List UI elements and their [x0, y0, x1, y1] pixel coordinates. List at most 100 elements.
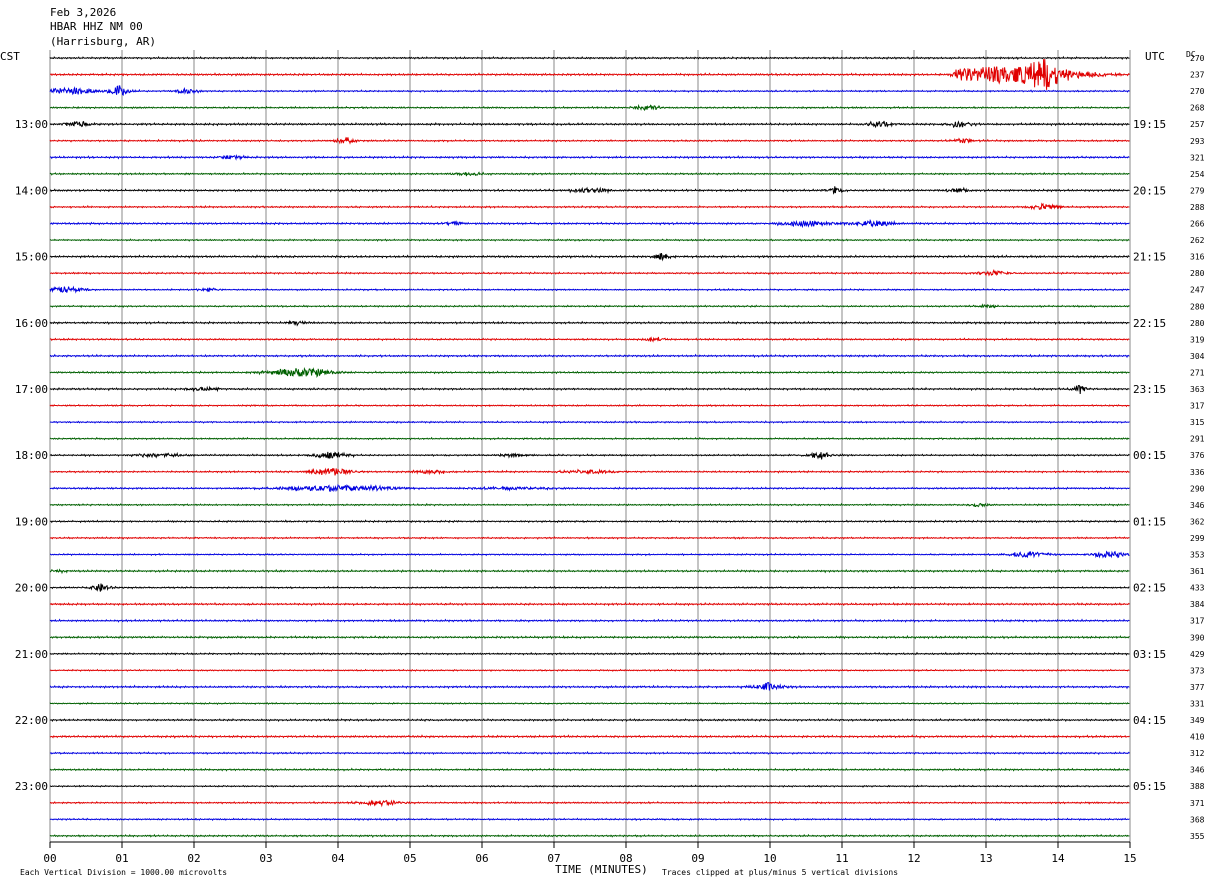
trace-row-41	[49, 734, 1130, 739]
right-time-label: 04:15	[1133, 714, 1166, 727]
left-time-label: 17:00	[15, 383, 48, 396]
trace-row-27	[49, 502, 1130, 508]
trace-row-6	[49, 154, 1130, 161]
trace-row-19	[49, 367, 1130, 379]
dc-offset-label: 321	[1190, 153, 1205, 162]
clip-note: Traces clipped at plus/minus 5 vertical …	[662, 868, 898, 877]
right-time-label: 02:15	[1133, 582, 1166, 595]
dc-offset-label: 317	[1190, 617, 1205, 626]
left-time-label: 15:00	[15, 251, 48, 264]
trace-row-32	[49, 583, 1130, 592]
x-tick-label: 14	[1051, 852, 1065, 865]
x-tick-label: 03	[259, 852, 272, 865]
x-tick-label: 08	[619, 852, 632, 865]
trace-row-5	[49, 136, 1130, 145]
dc-offset-label: 280	[1190, 269, 1205, 278]
dc-offset-label: 362	[1190, 517, 1205, 526]
dc-offset-label: 336	[1190, 468, 1205, 477]
dc-offset-label: 316	[1190, 253, 1205, 262]
trace-row-39	[49, 701, 1130, 706]
dc-offset-label: 346	[1190, 766, 1205, 775]
trace-row-8	[49, 186, 1130, 195]
dc-offset-label: 371	[1190, 799, 1205, 808]
trace-row-44	[49, 784, 1130, 788]
trace-row-20	[49, 384, 1130, 394]
seismic-traces	[49, 55, 1130, 838]
trace-row-0	[49, 55, 1130, 61]
right-time-label: 20:15	[1133, 184, 1166, 197]
trace-row-36	[49, 651, 1130, 656]
trace-row-42	[49, 751, 1130, 756]
dc-offset-label: 368	[1190, 815, 1205, 824]
dc-offset-label: 280	[1190, 319, 1205, 328]
dc-offset-label: 288	[1190, 203, 1205, 212]
trace-row-4	[49, 120, 1130, 129]
left-time-label: 23:00	[15, 780, 48, 793]
right-time-label: 01:15	[1133, 515, 1166, 528]
x-tick-label: 06	[475, 852, 488, 865]
dc-offset-label: 304	[1190, 352, 1205, 361]
trace-row-47	[49, 833, 1130, 838]
x-tick-label: 15	[1123, 852, 1136, 865]
left-timezone: CST	[0, 50, 20, 63]
trace-row-15	[49, 303, 1130, 309]
left-time-label: 18:00	[15, 449, 48, 462]
trace-row-12	[49, 252, 1130, 262]
trace-row-23	[49, 436, 1130, 441]
dc-offset-label: 377	[1190, 683, 1205, 692]
right-time-label: 03:15	[1133, 648, 1166, 661]
trace-row-11	[49, 238, 1130, 242]
scale-note: Each Vertical Division = 1000.00 microvo…	[20, 868, 227, 877]
x-tick-label: 07	[547, 852, 560, 865]
dc-offset-label: 257	[1190, 120, 1205, 129]
right-time-label: 21:15	[1133, 251, 1166, 264]
x-tick-label: 10	[763, 852, 776, 865]
left-time-label: 16:00	[15, 317, 48, 330]
dc-offset-label: 280	[1190, 302, 1205, 311]
x-tick-label: 02	[187, 852, 200, 865]
trace-row-18	[49, 353, 1130, 359]
trace-row-7	[49, 171, 1130, 177]
dc-offset-label: 346	[1190, 501, 1205, 510]
dc-offset-label: 291	[1190, 435, 1205, 444]
trace-row-17	[49, 336, 1130, 343]
left-time-label: 19:00	[15, 515, 48, 528]
dc-offset-label: 293	[1190, 137, 1205, 146]
dc-offset-label: 237	[1190, 71, 1205, 80]
trace-row-25	[49, 467, 1130, 476]
left-time-label: 20:00	[15, 582, 48, 595]
trace-row-9	[49, 202, 1130, 211]
dc-offset-label: 388	[1190, 782, 1205, 791]
x-tick-label: 05	[403, 852, 416, 865]
dc-offset-label: 331	[1190, 699, 1205, 708]
dc-offset-label: 262	[1190, 236, 1205, 245]
location-text: (Harrisburg, AR)	[50, 35, 156, 48]
dc-offset-label: 410	[1190, 733, 1205, 742]
dc-offset-label: 271	[1190, 368, 1205, 377]
left-time-label: 13:00	[15, 118, 48, 131]
left-time-label: 22:00	[15, 714, 48, 727]
trace-row-40	[49, 717, 1130, 723]
trace-row-2	[49, 85, 1130, 96]
dc-offset-label: 361	[1190, 567, 1205, 576]
left-time-labels: 13:00 14:00 15:00 16:00 17:00 18:00 19:00 20:00…	[15, 118, 48, 793]
x-axis-label: TIME (MINUTES)	[555, 863, 648, 876]
trace-row-29	[49, 536, 1130, 540]
date-text: Feb 3,2026	[50, 6, 116, 19]
trace-row-26	[49, 483, 1130, 493]
x-tick-label: 04	[331, 852, 345, 865]
trace-row-14	[49, 285, 1130, 294]
trace-row-13	[50, 269, 1130, 277]
trace-row-38	[49, 682, 1130, 691]
trace-row-37	[49, 668, 1130, 672]
trace-row-10	[49, 219, 1130, 229]
dc-offset-labels: 270 237 270 268 257 293 321 254 279 288 266 262 316 2…	[1190, 54, 1205, 841]
left-time-label: 14:00	[15, 184, 48, 197]
dc-offset-label: 290	[1190, 484, 1205, 493]
dc-offset-label: 312	[1190, 749, 1205, 758]
dc-offset-label: 270	[1190, 54, 1205, 63]
dc-offset-label: 376	[1190, 451, 1205, 460]
x-tick-label: 12	[907, 852, 920, 865]
dc-offset-label: 349	[1190, 716, 1205, 725]
